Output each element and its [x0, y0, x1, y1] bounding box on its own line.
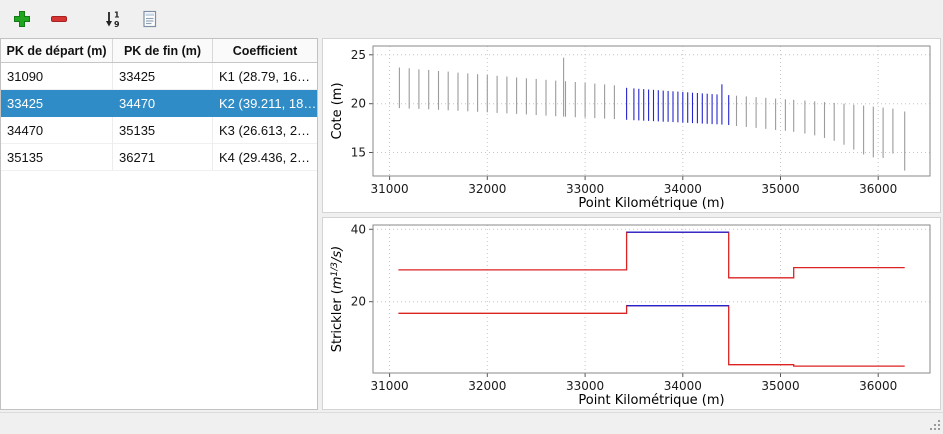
svg-text:35000: 35000 [761, 182, 799, 196]
svg-text:20: 20 [351, 97, 366, 111]
svg-text:31000: 31000 [371, 379, 409, 393]
table-row[interactable]: 35135 36271 K4 (29.436, 2… [1, 144, 317, 171]
add-row-button[interactable] [8, 5, 36, 33]
coefficients-table: PK de départ (m) PK de fin (m) Coefficient… [0, 38, 318, 410]
svg-text:1: 1 [114, 11, 120, 20]
table-body: 31090 33425 K1 (28.79, 16… 33425 34470 K2 (39… [1, 63, 317, 171]
table-cell-pk_depart[interactable]: 34470 [1, 117, 113, 144]
svg-text:36000: 36000 [859, 182, 897, 196]
strickler-chart: 31000 32000 33000 34000 35000 36000 20 40 Point … [322, 217, 941, 410]
table-row[interactable]: 34470 35135 K3 (26.613, 2… [1, 117, 317, 144]
strickler-chart-canvas: 31000 32000 33000 34000 35000 36000 20 40 Point … [330, 222, 931, 408]
charts-panel: 31000 32000 33000 34000 35000 36000 15 20 25 Poin… [322, 38, 941, 410]
svg-text:40: 40 [351, 222, 366, 236]
svg-text:31000: 31000 [371, 182, 409, 196]
table-cell-pk_fin[interactable]: 33425 [113, 63, 213, 90]
svg-text:33000: 33000 [566, 182, 604, 196]
table-cell-pk_fin[interactable]: 35135 [113, 117, 213, 144]
table-row[interactable]: 31090 33425 K1 (28.79, 16… [1, 63, 317, 90]
table-cell-pk_fin[interactable]: 34470 [113, 90, 213, 117]
sort-numeric-icon: 1 9 [106, 11, 120, 29]
svg-text:36000: 36000 [859, 379, 897, 393]
svg-text:Point Kilométrique (m): Point Kilométrique (m) [578, 393, 724, 408]
svg-text:32000: 32000 [468, 379, 506, 393]
svg-text:15: 15 [351, 146, 366, 160]
column-header[interactable]: PK de départ (m) [1, 39, 113, 62]
cote-chart: 31000 32000 33000 34000 35000 36000 15 20 25 Poin… [322, 38, 941, 213]
table-cell-pk_depart[interactable]: 33425 [1, 90, 113, 117]
svg-text:25: 25 [351, 48, 366, 62]
table-cell-pk_fin[interactable]: 36271 [113, 144, 213, 171]
column-header[interactable]: Coefficient [232, 43, 298, 58]
minus-icon [51, 16, 67, 22]
remove-row-button[interactable] [45, 5, 73, 33]
svg-text:Point Kilométrique (m): Point Kilométrique (m) [578, 196, 724, 211]
svg-text:20: 20 [351, 295, 366, 309]
svg-text:35000: 35000 [761, 379, 799, 393]
table-cell-coefficient[interactable]: K4 (29.436, 2… [213, 144, 317, 171]
svg-text:34000: 34000 [664, 379, 702, 393]
svg-text:9: 9 [114, 20, 120, 29]
table-row[interactable]: 33425 34470 K2 (39.211, 18… [1, 90, 317, 117]
table-header: PK de départ (m) PK de fin (m) Coefficient [1, 39, 317, 63]
svg-text:Strickler (m1/3/s): Strickler (m1/3/s) [330, 246, 345, 353]
sort-rows-button[interactable]: 1 9 [99, 5, 127, 33]
table-cell-coefficient[interactable]: K1 (28.79, 16… [213, 63, 317, 90]
plus-icon [14, 11, 30, 27]
svg-text:Cote (m): Cote (m) [330, 82, 345, 139]
toolbar: 1 9 [0, 0, 943, 38]
status-bar [0, 412, 943, 434]
svg-text:33000: 33000 [566, 379, 604, 393]
table-cell-coefficient[interactable]: K3 (26.613, 2… [213, 117, 317, 144]
table-cell-pk_depart[interactable]: 35135 [1, 144, 113, 171]
edit-coefficients-button[interactable] [136, 5, 164, 33]
table-cell-coefficient[interactable]: K2 (39.211, 18… [213, 90, 317, 117]
resize-grip[interactable] [928, 419, 941, 432]
svg-text:34000: 34000 [664, 182, 702, 196]
column-header[interactable]: PK de fin (m) [113, 39, 213, 62]
cote-chart-canvas: 31000 32000 33000 34000 35000 36000 15 20 25 Poin… [330, 45, 931, 211]
svg-text:32000: 32000 [468, 182, 506, 196]
table-cell-pk_depart[interactable]: 31090 [1, 63, 113, 90]
document-edit-icon [143, 10, 157, 28]
